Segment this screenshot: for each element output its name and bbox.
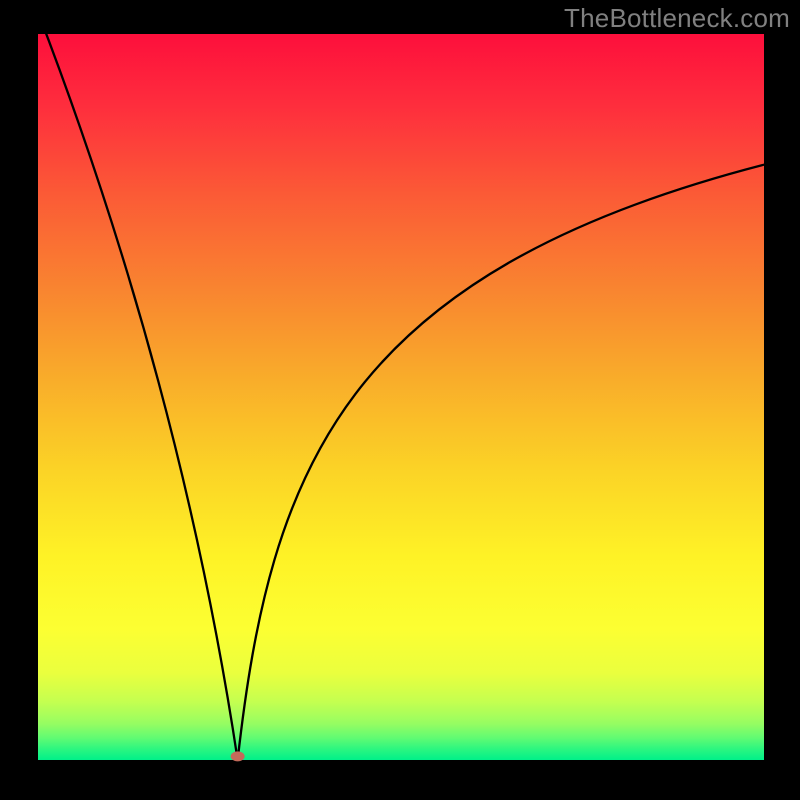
bottleneck-curve xyxy=(38,12,764,760)
chart-container: TheBottleneck.com xyxy=(0,0,800,800)
curve-overlay xyxy=(0,0,800,800)
optimum-marker xyxy=(231,751,245,761)
watermark-text: TheBottleneck.com xyxy=(564,3,790,34)
